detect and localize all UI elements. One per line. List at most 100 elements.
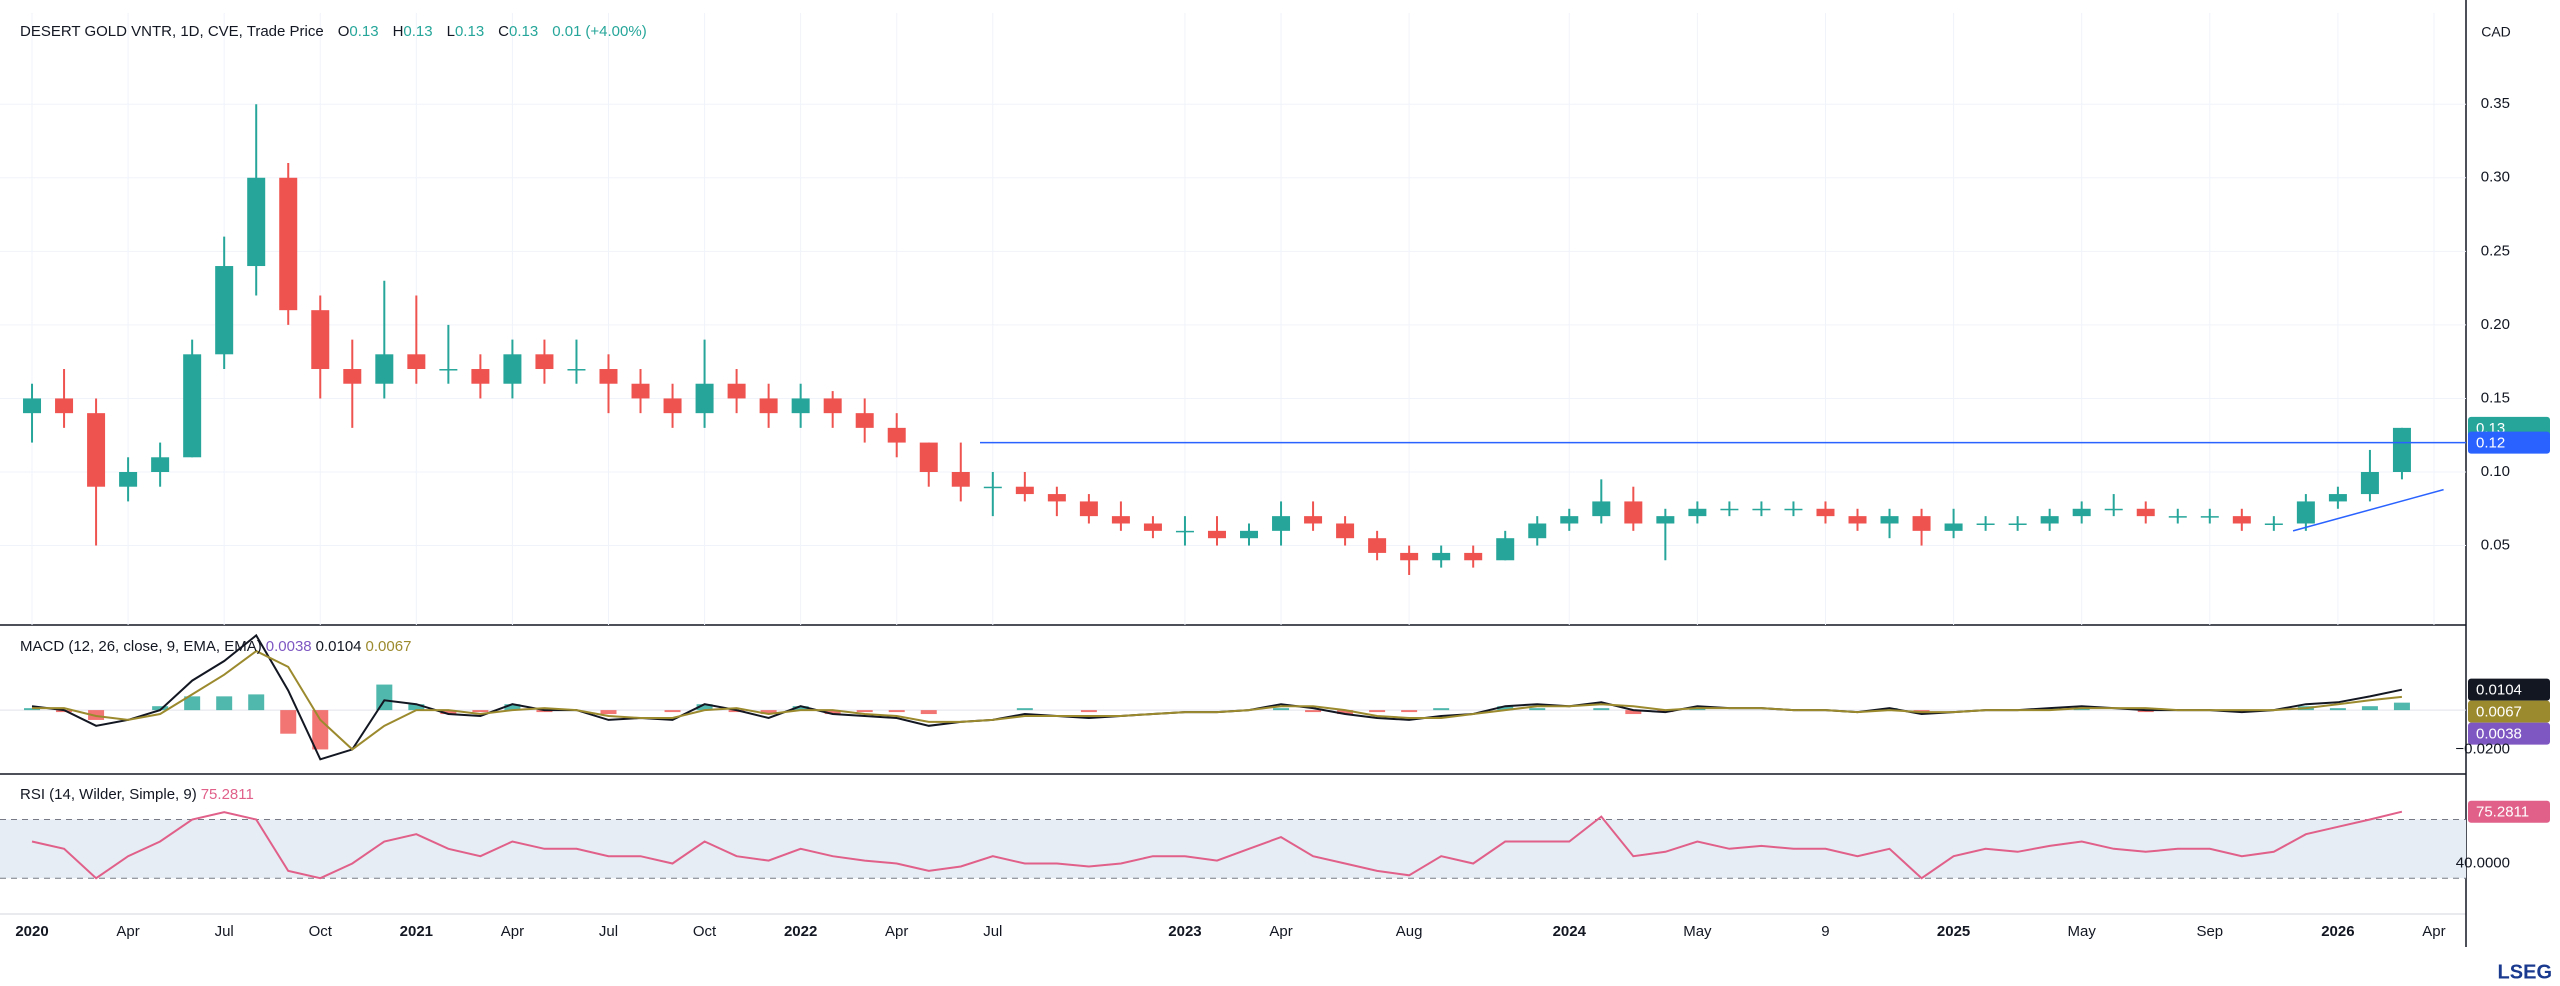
- rsi-title: RSI (14, Wilder, Simple, 9): [20, 786, 197, 803]
- candle-body: [1592, 501, 1611, 517]
- price-badge: [2468, 678, 2550, 701]
- histogram-bar: [792, 706, 809, 711]
- candle-body: [1015, 486, 1034, 495]
- histogram-bar: [2361, 706, 2378, 711]
- histogram-bar: [2329, 708, 2346, 711]
- candle-body: [2200, 516, 2219, 518]
- candle-body: [983, 486, 1002, 489]
- x-tick-label: Aug: [1396, 923, 1423, 940]
- candle-body: [567, 369, 586, 371]
- candle-body: [1752, 508, 1771, 511]
- change-percent: (+4.00%): [585, 23, 647, 40]
- histogram-bar: [1689, 708, 1706, 711]
- candle-body: [1912, 516, 1931, 531]
- candle-body: [2296, 501, 2315, 524]
- histogram-bar: [1016, 708, 1033, 711]
- candle-body: [1656, 516, 1675, 524]
- candle-body: [87, 413, 106, 487]
- histogram-bar: [856, 710, 873, 713]
- candle-body: [1111, 516, 1130, 524]
- candle-body: [2104, 508, 2123, 511]
- candle-body: [1304, 516, 1323, 524]
- histogram-bar: [1080, 710, 1097, 713]
- candle-body: [823, 398, 842, 414]
- candle-body: [1624, 501, 1643, 524]
- candle-body: [151, 457, 170, 472]
- histogram-bar: [1369, 710, 1386, 713]
- histogram-bar: [664, 710, 681, 713]
- candle-body: [2328, 494, 2347, 502]
- candle-body: [183, 354, 202, 458]
- candle-body: [951, 472, 970, 487]
- x-tick-label: 2024: [1553, 923, 1587, 940]
- candle-body: [663, 398, 682, 414]
- histogram-bar: [696, 704, 713, 711]
- low-label: L: [446, 23, 455, 40]
- low-value: 0.13: [454, 23, 485, 40]
- macd-header: MACD (12, 26, close, 9, EMA, EMA) 0.0038…: [20, 638, 411, 655]
- open-label: O: [337, 23, 350, 40]
- x-tick-label: 2020: [15, 923, 48, 940]
- candle-body: [279, 177, 298, 311]
- candle-body: [1400, 552, 1419, 561]
- candle-body: [119, 472, 138, 487]
- candle-body: [1047, 494, 1066, 502]
- candle-body: [1848, 516, 1867, 524]
- histogram-bar: [2073, 708, 2090, 711]
- histogram-bar: [152, 706, 169, 711]
- candle-body: [1880, 516, 1899, 524]
- x-tick-label: Jul: [215, 923, 234, 940]
- rsi-header: RSI (14, Wilder, Simple, 9) 75.2811: [20, 786, 254, 803]
- histogram-bar: [440, 710, 457, 715]
- histogram-bar: [216, 696, 233, 711]
- candle-body: [759, 398, 778, 414]
- y-tick-label: 0.20: [2481, 316, 2510, 333]
- candle-body: [1207, 530, 1226, 539]
- trend-line: [2292, 488, 2444, 532]
- high-value: 0.13: [403, 23, 433, 40]
- histogram-bar: [376, 684, 393, 711]
- candle-body: [503, 354, 522, 384]
- candle-body: [535, 354, 554, 370]
- histogram-bar: [1401, 710, 1418, 713]
- histogram-bar: [312, 710, 329, 750]
- x-tick-label: 9: [1821, 923, 1829, 940]
- histogram-bar: [1625, 710, 1642, 715]
- candle-body: [407, 354, 426, 370]
- candle-body: [1816, 508, 1835, 517]
- candle-body: [1143, 523, 1162, 531]
- histogram-bar: [1433, 708, 1450, 711]
- close-value: 0.13: [509, 23, 539, 40]
- rsi-band: [0, 819, 2466, 879]
- histogram-bar: [1529, 708, 1546, 711]
- histogram-bar: [1305, 710, 1322, 713]
- histogram-bar: [248, 694, 265, 711]
- candle-body: [1175, 530, 1194, 533]
- candle-body: [375, 354, 394, 384]
- x-tick-label: Oct: [693, 923, 717, 940]
- histogram-bar: [888, 710, 905, 713]
- x-tick-label: 2022: [784, 923, 817, 940]
- price-badge-label: 0.0067: [2476, 704, 2522, 721]
- high-label: H: [392, 23, 404, 40]
- x-tick-label: Jul: [983, 923, 1002, 940]
- histogram-bar: [920, 710, 937, 715]
- candle-body: [1784, 508, 1803, 511]
- symbol-title: DESERT GOLD VNTR, 1D, CVE, Trade Price: [20, 23, 324, 40]
- candle-body: [599, 369, 618, 384]
- candle-body: [1976, 523, 1995, 525]
- y-tick-label: 0.15: [2481, 389, 2510, 406]
- candle-body: [2232, 516, 2251, 524]
- candle-body: [2264, 523, 2283, 525]
- candle-body: [1432, 552, 1451, 561]
- price-badge: [2468, 722, 2550, 745]
- histogram-bar: [824, 710, 841, 715]
- x-tick-label: Apr: [501, 923, 524, 940]
- candle-body: [2136, 508, 2155, 517]
- candle-body: [247, 177, 266, 267]
- y-tick-label: 0.30: [2481, 169, 2510, 186]
- candle-body: [695, 383, 714, 414]
- macd-value: 0.0104: [315, 638, 362, 655]
- rsi-value: 75.2811: [200, 786, 254, 803]
